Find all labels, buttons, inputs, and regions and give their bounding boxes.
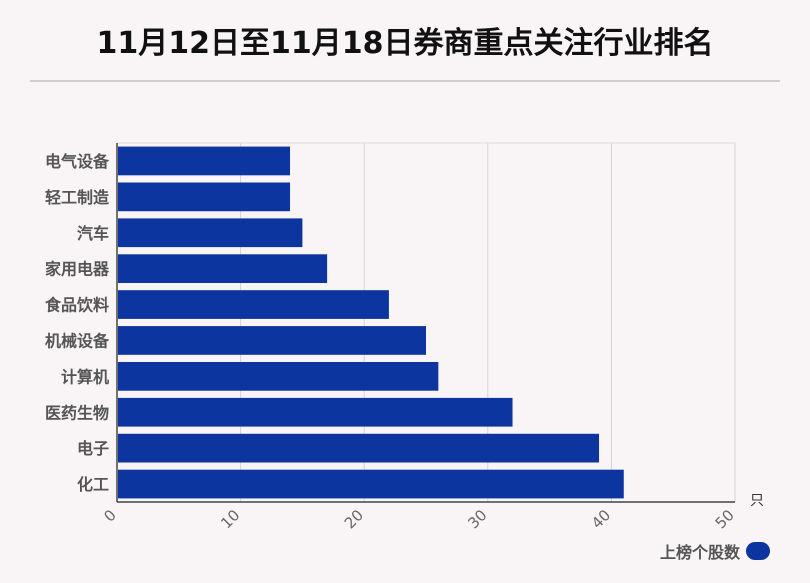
bar [118,433,600,463]
x-tick-label: 10 [217,506,243,532]
bar [118,254,328,284]
legend-label: 上榜个股数 [659,543,740,562]
category-label: 汽车 [77,224,109,243]
category-label: 食品饮料 [44,296,109,315]
bar [118,469,624,499]
x-tick-label: 20 [341,506,367,532]
bar [118,146,291,176]
x-tick-label: 30 [464,506,490,532]
category-label: 医药生物 [45,403,109,422]
category-label: 家用电器 [45,260,110,279]
category-label: 轻工制造 [45,188,110,207]
bar [118,361,439,391]
category-label: 计算机 [61,367,109,386]
bar [118,218,303,248]
category-label: 电气设备 [45,152,110,171]
legend[interactable]: 上榜个股数 [660,539,770,563]
category-label: 化工 [77,475,109,494]
bar [118,182,291,212]
x-tick-label: 40 [588,506,614,532]
x-tick-label: 0 [100,506,119,525]
bar [118,290,389,319]
category-label: 电子 [77,439,109,458]
title-divider [30,80,780,82]
chart-title: 11月12日至11月18日券商重点关注行业排名 [96,26,714,61]
category-label: 机械设备 [45,331,110,350]
x-tick-label: 50 [712,506,738,532]
legend-swatch[interactable] [746,542,770,560]
bar [118,326,426,355]
bar [118,397,513,427]
x-unit-label: 只 [750,493,764,509]
